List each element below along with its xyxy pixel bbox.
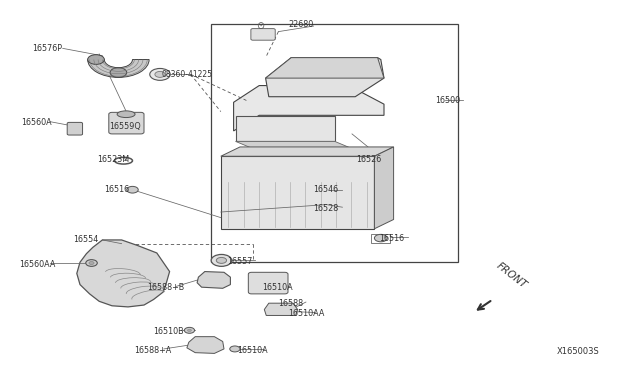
Text: ⊙: ⊙: [256, 21, 264, 31]
Polygon shape: [374, 147, 394, 229]
Polygon shape: [77, 240, 170, 307]
Text: 22680: 22680: [288, 20, 313, 29]
Text: 16510AA: 16510AA: [288, 309, 324, 318]
Circle shape: [211, 254, 232, 266]
Bar: [211, 24, 458, 262]
Polygon shape: [266, 58, 384, 78]
Circle shape: [86, 260, 97, 266]
FancyBboxPatch shape: [251, 29, 275, 40]
Polygon shape: [236, 141, 351, 148]
Circle shape: [216, 257, 227, 263]
Text: 16546: 16546: [314, 185, 339, 194]
Text: FRONT: FRONT: [495, 260, 529, 290]
Text: 16500: 16500: [435, 96, 460, 105]
Text: 16588+A: 16588+A: [134, 346, 172, 355]
Circle shape: [155, 71, 165, 77]
Circle shape: [88, 55, 104, 64]
Bar: [236, 116, 335, 141]
Bar: [371, 234, 390, 243]
Polygon shape: [234, 86, 384, 131]
Wedge shape: [88, 60, 149, 77]
Text: 16510B: 16510B: [154, 327, 184, 336]
Text: 16588+B: 16588+B: [147, 283, 184, 292]
Text: 16557: 16557: [227, 257, 253, 266]
Text: X165003S: X165003S: [557, 347, 600, 356]
Circle shape: [127, 186, 138, 193]
Polygon shape: [266, 58, 384, 97]
Text: 16523M: 16523M: [97, 155, 129, 164]
Text: 16559Q: 16559Q: [109, 122, 141, 131]
Circle shape: [110, 68, 127, 77]
Text: 16554: 16554: [74, 235, 99, 244]
FancyBboxPatch shape: [67, 122, 83, 135]
Text: 16510A: 16510A: [237, 346, 268, 355]
Polygon shape: [221, 147, 394, 156]
Text: 16526: 16526: [356, 155, 381, 164]
Ellipse shape: [117, 111, 135, 118]
Text: 08360-41225: 08360-41225: [161, 70, 212, 79]
Text: 16560A: 16560A: [21, 118, 52, 127]
Text: 16516: 16516: [379, 234, 404, 243]
Text: 16576P: 16576P: [32, 44, 62, 53]
Circle shape: [89, 262, 94, 264]
Text: 16588: 16588: [278, 299, 303, 308]
Circle shape: [184, 327, 195, 333]
Polygon shape: [264, 303, 298, 315]
Circle shape: [150, 68, 170, 80]
FancyBboxPatch shape: [109, 112, 144, 134]
Bar: [221, 156, 374, 229]
FancyBboxPatch shape: [248, 272, 288, 294]
Text: 16510A: 16510A: [262, 283, 293, 292]
Text: 16528: 16528: [314, 204, 339, 213]
Polygon shape: [187, 337, 224, 353]
Circle shape: [230, 346, 240, 352]
Text: 16516: 16516: [104, 185, 129, 194]
Circle shape: [188, 329, 191, 331]
Text: 16560AA: 16560AA: [19, 260, 56, 269]
Circle shape: [374, 234, 387, 242]
Polygon shape: [197, 272, 230, 288]
